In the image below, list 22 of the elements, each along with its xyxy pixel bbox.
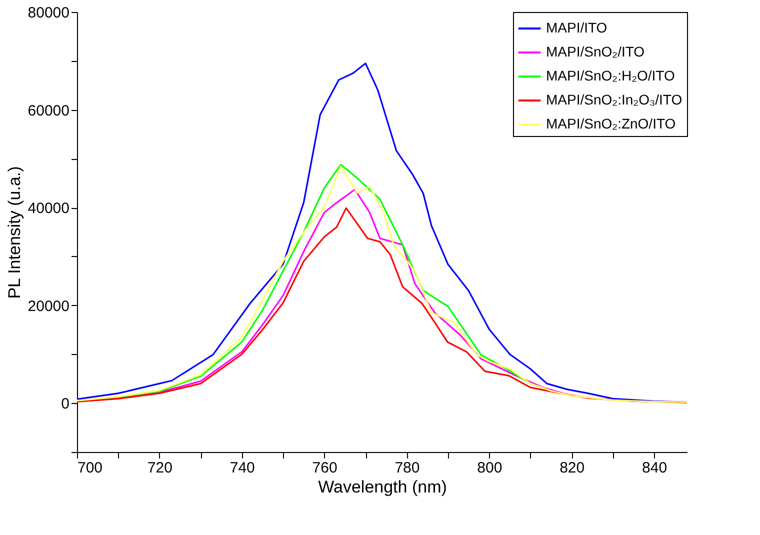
x-tick-label: 720: [147, 460, 172, 476]
y-axis-title: PL Intensity (u.a.): [4, 166, 24, 299]
y-tick-label: 40000: [28, 200, 70, 218]
x-axis-title: Wavelength (nm): [318, 478, 447, 496]
x-tick-label: 820: [560, 460, 585, 476]
legend-label: MAPI/SnO₂:H₂O/ITO: [546, 68, 675, 84]
x-tick-label: 840: [642, 460, 668, 476]
x-tick-label: 740: [230, 460, 255, 476]
y-tick-label: 60000: [28, 102, 70, 120]
line-series: [76, 207, 688, 404]
y-tick-label: 0: [61, 396, 70, 413]
y-tick-label: 80000: [28, 4, 70, 22]
line-series: [76, 165, 688, 403]
legend-label: MAPI/SnO₂:ZnO/ITO: [546, 116, 676, 132]
x-tick-label: 800: [477, 460, 502, 476]
legend-label: MAPI/SnO₂:In₂O₃/ITO: [546, 92, 682, 108]
x-tick-label: 700: [78, 460, 103, 476]
legend-label: MAPI/ITO: [546, 20, 608, 36]
y-tick-label: 20000: [28, 298, 70, 315]
x-tick-label: 760: [312, 460, 338, 476]
legend-label: MAPI/SnO₂/ITO: [546, 44, 645, 60]
x-tick-label: 780: [394, 460, 420, 476]
